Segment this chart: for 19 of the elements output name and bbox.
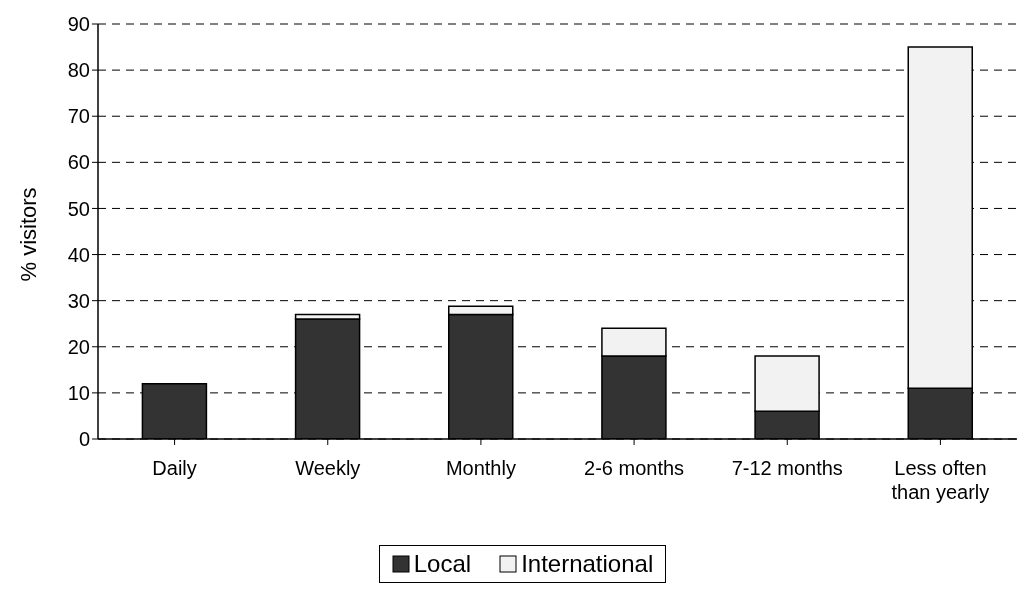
x-tick-label: Weekly xyxy=(295,457,361,479)
y-tick-label: 10 xyxy=(67,381,90,404)
y-tick-label: 30 xyxy=(67,289,90,312)
y-tick-label: 90 xyxy=(67,13,90,36)
legend-label: Local xyxy=(413,550,472,578)
y-tick-label: 70 xyxy=(67,105,90,128)
y-tick-label: 80 xyxy=(67,59,90,82)
x-tick-label: Less often than yearly xyxy=(891,457,990,503)
y-tick-label: 60 xyxy=(67,151,90,174)
x-tick-label: 2-6 months xyxy=(584,457,685,479)
legend-label: International xyxy=(521,550,654,578)
y-tick-label: 50 xyxy=(67,197,90,220)
y-axis-title: % visitors xyxy=(15,187,41,282)
x-tick-label: Daily xyxy=(152,457,197,479)
y-tick-label: 0 xyxy=(78,428,90,451)
y-tick-label: 40 xyxy=(67,243,90,266)
x-tick-label: Monthly xyxy=(445,457,516,479)
y-tick-label: 20 xyxy=(67,335,90,358)
x-tick-label: 7-12 months xyxy=(731,457,843,479)
